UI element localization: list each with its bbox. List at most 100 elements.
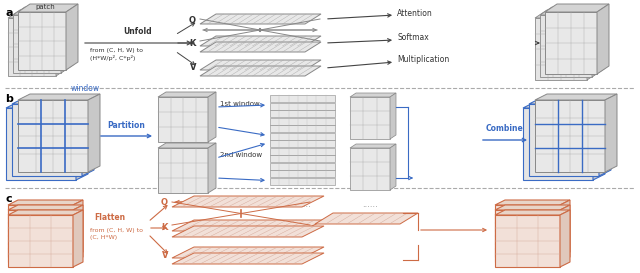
Text: b: b — [5, 94, 13, 104]
Polygon shape — [76, 102, 88, 180]
Polygon shape — [350, 144, 396, 148]
Polygon shape — [8, 205, 83, 210]
Polygon shape — [529, 104, 599, 176]
Polygon shape — [13, 7, 73, 15]
Polygon shape — [200, 60, 321, 70]
Text: K: K — [189, 38, 196, 48]
Polygon shape — [592, 7, 604, 77]
Polygon shape — [172, 253, 324, 264]
Polygon shape — [605, 94, 617, 172]
Polygon shape — [270, 132, 335, 140]
Polygon shape — [535, 100, 605, 172]
Text: Multiplication: Multiplication — [397, 55, 449, 64]
Polygon shape — [535, 94, 617, 100]
Polygon shape — [560, 205, 570, 262]
Polygon shape — [66, 4, 78, 70]
Polygon shape — [270, 110, 335, 117]
Polygon shape — [560, 200, 570, 257]
Polygon shape — [18, 100, 88, 172]
Polygon shape — [495, 215, 560, 267]
Polygon shape — [172, 247, 324, 258]
Polygon shape — [12, 98, 94, 104]
Polygon shape — [270, 125, 335, 132]
Text: ......: ...... — [362, 200, 378, 209]
Polygon shape — [545, 4, 609, 12]
Polygon shape — [8, 205, 73, 257]
Text: V: V — [161, 251, 168, 260]
Polygon shape — [88, 94, 100, 172]
Polygon shape — [158, 148, 208, 193]
Polygon shape — [535, 10, 599, 18]
Polygon shape — [350, 93, 396, 97]
Polygon shape — [200, 36, 321, 46]
Polygon shape — [270, 140, 335, 147]
Text: ......: ...... — [172, 200, 188, 209]
Text: c: c — [5, 194, 12, 204]
Polygon shape — [208, 143, 216, 193]
Polygon shape — [18, 94, 100, 100]
Polygon shape — [73, 200, 83, 257]
Polygon shape — [158, 92, 216, 97]
Polygon shape — [350, 148, 390, 190]
Polygon shape — [495, 205, 560, 257]
Polygon shape — [8, 210, 73, 262]
Polygon shape — [200, 42, 321, 52]
Text: Attention: Attention — [397, 10, 433, 19]
Text: (H*W/p², C*p²): (H*W/p², C*p²) — [90, 55, 136, 61]
Polygon shape — [270, 147, 335, 155]
Polygon shape — [8, 210, 83, 215]
Polygon shape — [208, 92, 216, 142]
Text: 1st window: 1st window — [220, 101, 260, 107]
Polygon shape — [6, 108, 76, 180]
Polygon shape — [270, 117, 335, 124]
Polygon shape — [390, 93, 396, 139]
Text: ......: ...... — [294, 200, 310, 209]
Polygon shape — [495, 205, 570, 210]
Polygon shape — [560, 210, 570, 267]
Polygon shape — [529, 98, 611, 104]
Polygon shape — [350, 97, 390, 139]
Polygon shape — [8, 215, 73, 267]
Polygon shape — [270, 102, 335, 109]
Polygon shape — [8, 18, 56, 76]
Text: Combine: Combine — [486, 124, 524, 133]
Polygon shape — [200, 66, 321, 76]
Polygon shape — [270, 162, 335, 170]
Polygon shape — [495, 200, 570, 205]
Text: Softmax: Softmax — [397, 34, 429, 43]
Polygon shape — [270, 95, 335, 102]
Polygon shape — [18, 4, 78, 12]
Polygon shape — [172, 196, 324, 207]
Polygon shape — [8, 200, 83, 205]
Polygon shape — [545, 12, 597, 74]
Polygon shape — [200, 14, 321, 24]
Polygon shape — [12, 104, 82, 176]
Polygon shape — [593, 102, 605, 180]
Text: Q: Q — [189, 16, 196, 25]
Polygon shape — [523, 102, 605, 108]
Polygon shape — [172, 220, 324, 231]
Polygon shape — [73, 210, 83, 267]
Polygon shape — [158, 143, 216, 148]
Polygon shape — [523, 108, 593, 180]
Polygon shape — [6, 102, 88, 108]
Polygon shape — [56, 10, 68, 76]
Text: Q: Q — [161, 198, 168, 207]
Polygon shape — [495, 210, 570, 215]
Polygon shape — [315, 213, 418, 224]
Polygon shape — [82, 98, 94, 176]
Text: a: a — [5, 8, 13, 18]
Polygon shape — [587, 10, 599, 80]
Polygon shape — [13, 15, 61, 73]
Text: (C, H*W): (C, H*W) — [90, 235, 117, 240]
Polygon shape — [270, 155, 335, 162]
Text: from (C, H, W) to: from (C, H, W) to — [90, 228, 143, 233]
Polygon shape — [535, 18, 587, 80]
Text: Partition: Partition — [107, 121, 145, 130]
Polygon shape — [158, 97, 208, 142]
Polygon shape — [73, 205, 83, 262]
Polygon shape — [599, 98, 611, 176]
Polygon shape — [270, 177, 335, 185]
Polygon shape — [61, 7, 73, 73]
Polygon shape — [172, 226, 324, 237]
